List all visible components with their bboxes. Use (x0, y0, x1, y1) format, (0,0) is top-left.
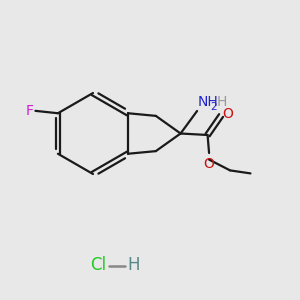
Text: O: O (204, 157, 214, 171)
Text: H: H (127, 256, 140, 274)
Text: H: H (217, 95, 227, 110)
Text: O: O (222, 107, 233, 121)
Text: NH: NH (198, 95, 218, 110)
Text: F: F (26, 103, 34, 118)
Text: Cl: Cl (90, 256, 106, 274)
Text: 2: 2 (211, 103, 217, 112)
